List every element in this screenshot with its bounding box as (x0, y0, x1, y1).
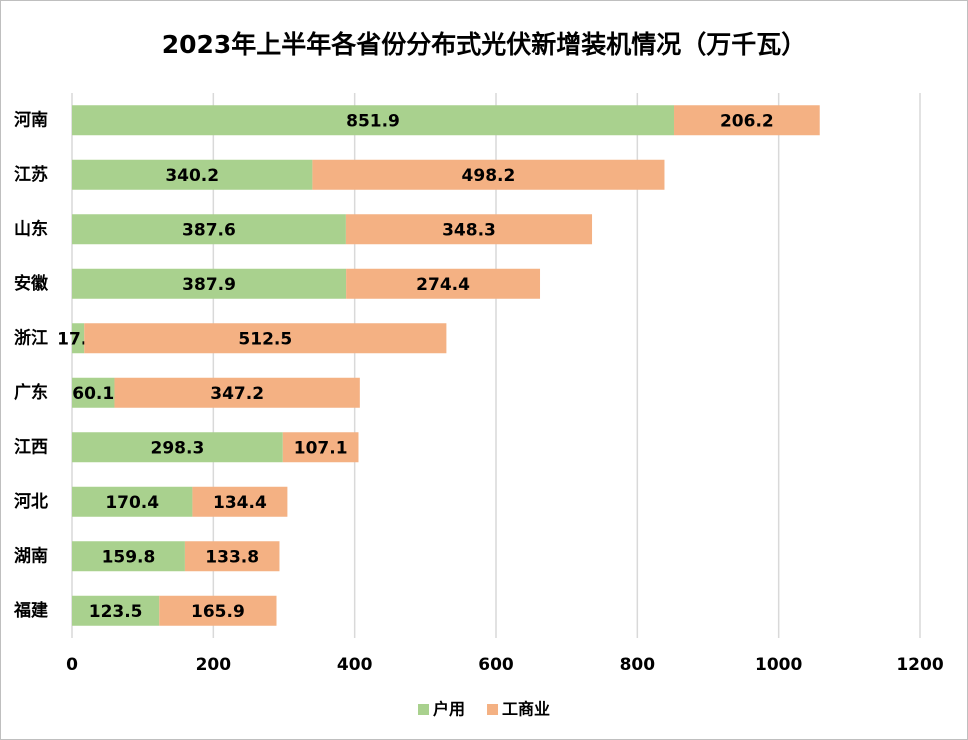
y-tick-label: 山东 (14, 218, 48, 239)
bar-segment (184, 541, 280, 572)
data-label: 170.4 (105, 493, 159, 513)
bar-segment (72, 432, 283, 463)
data-label: 387.6 (182, 220, 236, 240)
data-label: 851.9 (346, 111, 400, 131)
x-tick-label: 1200 (896, 655, 943, 675)
bar-segment (72, 214, 346, 245)
bar-segment (72, 595, 160, 626)
data-label: 133.8 (205, 547, 259, 567)
bar-segment (72, 159, 313, 190)
data-label: 498.2 (462, 166, 516, 186)
x-tick-label: 400 (337, 655, 373, 675)
bar-segment (114, 377, 360, 408)
y-tick-label: 福建 (13, 600, 48, 621)
bar-segment (159, 595, 277, 626)
bar-segment (84, 323, 447, 354)
legend-label: 工商业 (502, 700, 550, 719)
bar-segment (674, 105, 820, 136)
x-tick-label: 200 (196, 655, 232, 675)
bar-segment (72, 377, 115, 408)
y-tick-label: 江苏 (14, 164, 48, 185)
bar-segment (72, 541, 185, 572)
bar-segment (72, 323, 85, 354)
y-tick-label: 浙江 (14, 327, 48, 348)
data-label: 60.1 (72, 384, 114, 404)
data-label: 340.2 (165, 166, 219, 186)
x-tick-label: 1000 (755, 655, 802, 675)
data-label: 165.9 (191, 602, 245, 622)
y-tick-label: 湖南 (14, 545, 48, 566)
bar-segment (72, 105, 675, 136)
data-label: 107.1 (294, 438, 348, 458)
legend-swatch (487, 704, 499, 715)
chart-title: 2023年上半年各省份分布式光伏新增装机情况（万千瓦） (162, 30, 807, 59)
data-label: 298.3 (151, 438, 205, 458)
bar-segment (312, 159, 665, 190)
legend-swatch (418, 704, 429, 715)
bar-segment (72, 486, 193, 517)
data-label: 159.8 (102, 547, 156, 567)
x-tick-label: 0 (66, 655, 78, 675)
data-label: 347.2 (210, 384, 264, 404)
y-tick-label: 河北 (14, 492, 48, 512)
data-label: 512.5 (238, 329, 292, 349)
bar-segment (346, 268, 541, 299)
bar-segment (72, 268, 347, 299)
data-label: 348.3 (442, 220, 496, 240)
y-tick-label: 安徽 (14, 273, 49, 294)
bar-segment (345, 214, 593, 245)
data-label: 134.4 (213, 493, 267, 513)
data-label: 206.2 (720, 111, 774, 131)
y-tick-label: 广东 (14, 382, 48, 403)
y-tick-label: 江西 (14, 437, 48, 457)
data-label: 387.9 (182, 275, 236, 295)
x-tick-label: 800 (620, 655, 656, 675)
bar-segment (192, 486, 288, 517)
legend-label: 户用 (433, 700, 465, 719)
bar-segment (282, 432, 359, 463)
x-tick-label: 600 (478, 655, 514, 675)
data-label: 274.4 (416, 275, 470, 295)
y-tick-label: 河南 (14, 109, 48, 130)
data-label: 123.5 (89, 602, 143, 622)
